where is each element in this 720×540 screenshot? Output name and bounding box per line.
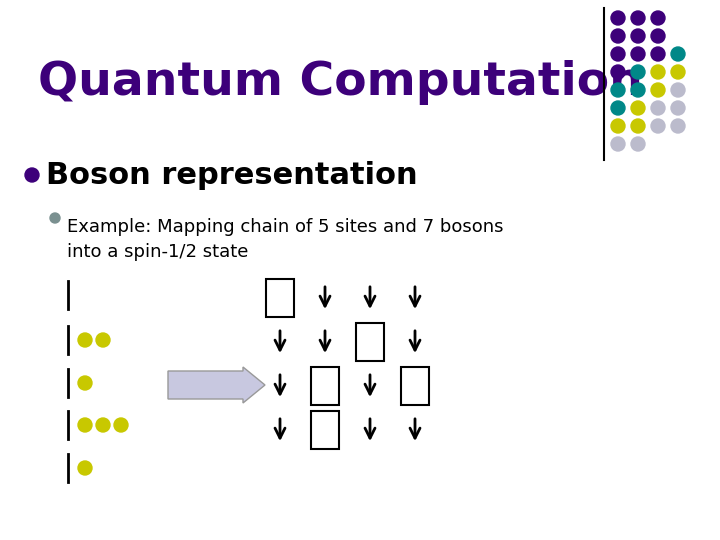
Circle shape bbox=[631, 65, 645, 79]
Circle shape bbox=[631, 101, 645, 115]
Circle shape bbox=[671, 101, 685, 115]
Circle shape bbox=[611, 83, 625, 97]
Text: Example: Mapping chain of 5 sites and 7 bosons
into a spin-1/2 state: Example: Mapping chain of 5 sites and 7 … bbox=[67, 218, 503, 261]
Circle shape bbox=[611, 29, 625, 43]
Bar bbox=[401, 367, 429, 405]
Bar bbox=[311, 367, 339, 405]
Circle shape bbox=[611, 47, 625, 61]
Circle shape bbox=[651, 47, 665, 61]
Circle shape bbox=[631, 11, 645, 25]
Circle shape bbox=[671, 119, 685, 133]
Circle shape bbox=[651, 29, 665, 43]
Text: Boson representation: Boson representation bbox=[46, 160, 418, 190]
Circle shape bbox=[651, 83, 665, 97]
Circle shape bbox=[631, 47, 645, 61]
Circle shape bbox=[611, 11, 625, 25]
FancyArrow shape bbox=[168, 367, 265, 403]
Circle shape bbox=[611, 119, 625, 133]
Text: Quantum Computation: Quantum Computation bbox=[38, 60, 643, 105]
Circle shape bbox=[651, 101, 665, 115]
Circle shape bbox=[631, 83, 645, 97]
Bar bbox=[311, 411, 339, 449]
Circle shape bbox=[50, 213, 60, 223]
Circle shape bbox=[611, 65, 625, 79]
Circle shape bbox=[671, 47, 685, 61]
Circle shape bbox=[651, 65, 665, 79]
Circle shape bbox=[611, 137, 625, 151]
Circle shape bbox=[78, 461, 92, 475]
Circle shape bbox=[25, 168, 39, 182]
Bar bbox=[266, 279, 294, 317]
Circle shape bbox=[611, 101, 625, 115]
Circle shape bbox=[96, 333, 110, 347]
Circle shape bbox=[671, 83, 685, 97]
Circle shape bbox=[78, 376, 92, 390]
Circle shape bbox=[631, 29, 645, 43]
Circle shape bbox=[114, 418, 128, 432]
Bar bbox=[356, 323, 384, 361]
Circle shape bbox=[671, 65, 685, 79]
Circle shape bbox=[78, 333, 92, 347]
Circle shape bbox=[631, 137, 645, 151]
Circle shape bbox=[651, 119, 665, 133]
Circle shape bbox=[78, 418, 92, 432]
Circle shape bbox=[631, 119, 645, 133]
Circle shape bbox=[96, 418, 110, 432]
Circle shape bbox=[651, 11, 665, 25]
